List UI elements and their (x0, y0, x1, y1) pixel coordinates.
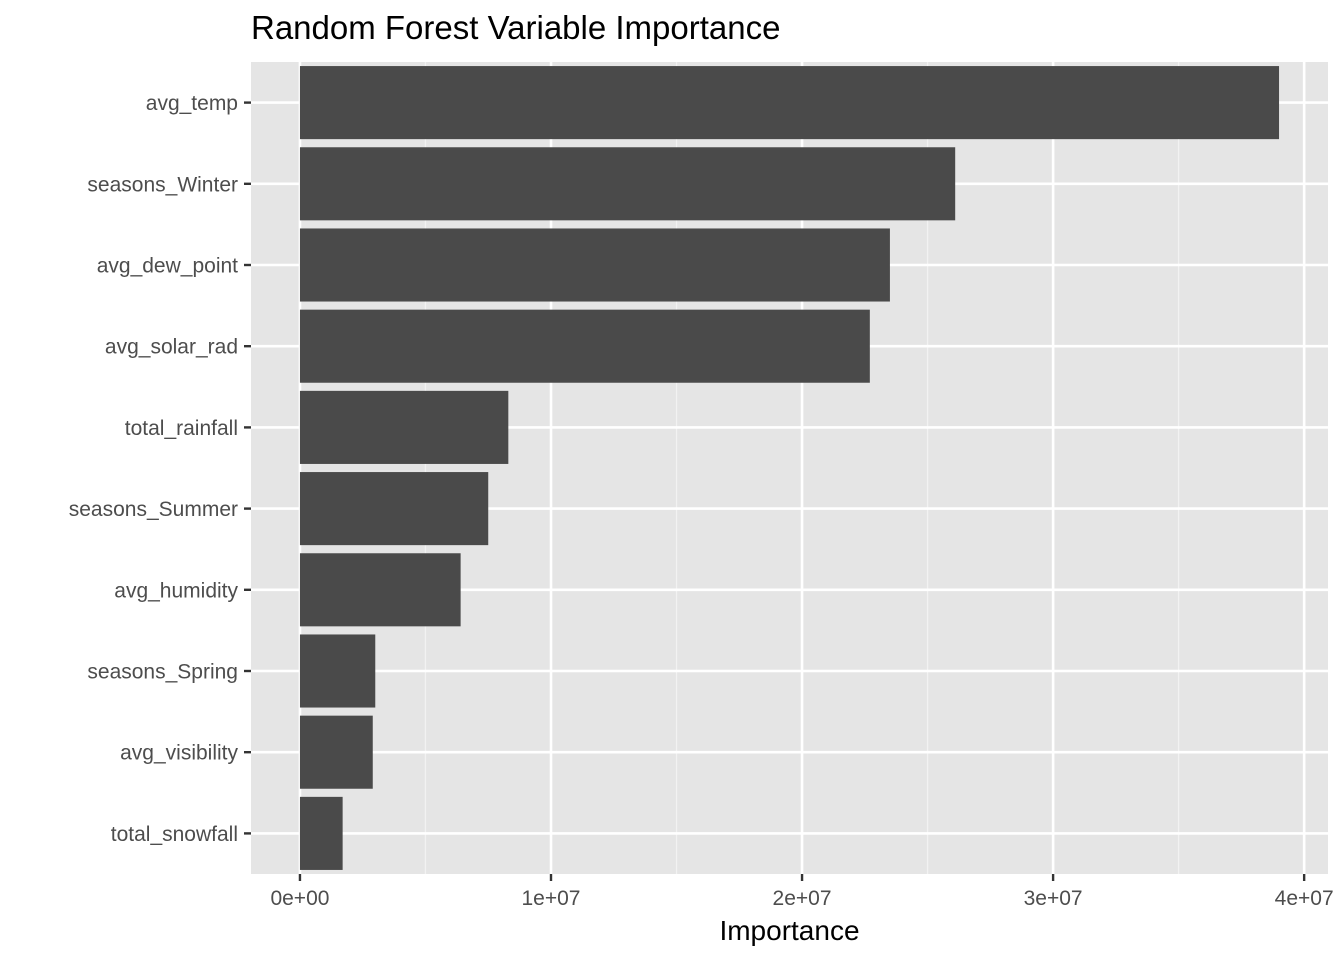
y-tick-label: seasons_Spring (87, 661, 238, 684)
y-tick-label: total_snowfall (111, 823, 238, 846)
bar-avg_dew_point (299, 228, 890, 302)
y-tick-label: total_rainfall (125, 417, 238, 440)
y-tick-label: seasons_Summer (69, 498, 238, 521)
y-tick-label: avg_visibility (120, 742, 238, 765)
x-axis: 0e+00 1e+07 2e+07 3e+07 4e+07 (270, 874, 1334, 910)
x-tick-label: 0e+00 (270, 887, 329, 910)
y-axis: avg_temp seasons_Winter avg_dew_point avg_s… (69, 92, 251, 846)
bar-avg_solar_rad (299, 309, 870, 383)
y-tick-label: avg_dew_point (97, 255, 238, 278)
bar-seasons_Spring (299, 634, 376, 708)
y-tick-label: avg_solar_rad (105, 336, 238, 359)
bar-seasons_Summer (299, 472, 489, 546)
x-tick-label: 2e+07 (773, 887, 832, 910)
x-axis-title: Importance (719, 915, 859, 946)
x-tick-label: 4e+07 (1275, 887, 1334, 910)
chart-title: Random Forest Variable Importance (251, 9, 780, 46)
x-tick-label: 3e+07 (1024, 887, 1083, 910)
bars (299, 66, 1280, 870)
bar-seasons_Winter (299, 147, 956, 221)
y-tick-label: avg_humidity (114, 579, 238, 602)
bar-avg_visibility (299, 715, 373, 789)
y-tick-label: avg_temp (146, 92, 238, 115)
bar-total_snowfall (299, 796, 343, 870)
y-tick-label: seasons_Winter (87, 173, 238, 196)
bar-total_rainfall (299, 390, 509, 464)
bar-avg_temp (299, 66, 1280, 140)
x-tick-label: 1e+07 (522, 887, 581, 910)
bar-avg_humidity (299, 553, 461, 627)
